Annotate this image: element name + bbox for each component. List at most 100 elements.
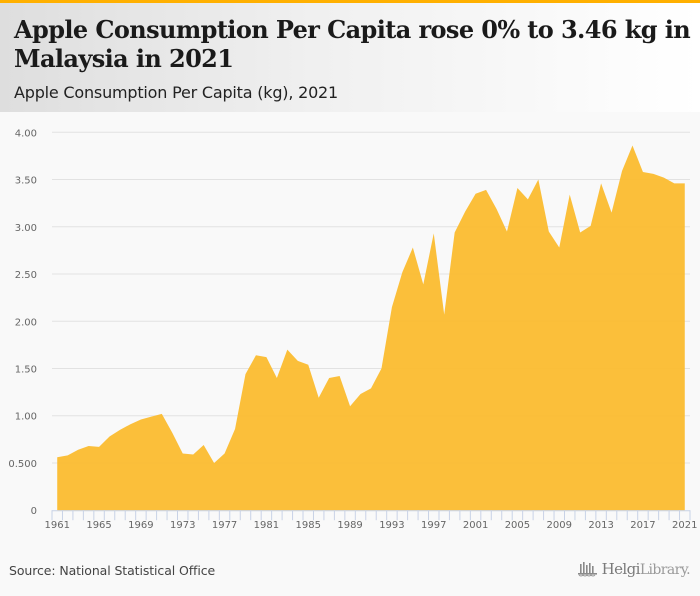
data-point-1993 [390,306,393,309]
data-point-1997 [432,232,435,235]
x-tick-label: 1981 [254,520,279,531]
y-axis-labels: 0 0.500 1.00 1.50 2.00 2.50 3.00 3.50 4.00 [8,128,37,517]
data-point-2010 [568,193,571,196]
data-point-1974 [192,453,195,456]
data-point-2003 [495,207,498,210]
data-point-1971 [160,412,163,415]
data-point-1992 [380,367,383,370]
data-point-1995 [411,246,414,249]
data-point-2002 [485,188,488,191]
data-point-1984 [296,359,299,362]
data-point-1982 [275,376,278,379]
y-tick-label: 3.00 [15,223,37,234]
data-point-2013 [600,182,603,185]
data-point-1986 [317,396,320,399]
x-tick-label: 2021 [672,520,697,531]
x-tick-label: 1969 [128,520,153,531]
data-point-1996 [422,283,425,286]
data-point-2014 [610,211,613,214]
data-point-2005 [516,187,519,190]
data-point-2004 [505,230,508,233]
data-point-1969 [139,418,142,421]
data-point-1967 [118,428,121,431]
data-point-1975 [202,444,205,447]
data-point-1990 [359,393,362,396]
y-tick-label: 0 [31,506,37,517]
data-point-1981 [265,356,268,359]
x-tick-label: 1977 [212,520,237,531]
y-tick-label: 2.50 [15,270,37,281]
logo-text: HelgiLibrary. [601,560,691,578]
x-tick-label: 2013 [588,520,613,531]
x-tick-label: 2005 [505,520,530,531]
y-tick-label: 4.00 [15,128,37,139]
logo-text-bold: Helgi [601,560,641,578]
data-point-1968 [129,423,132,426]
data-point-2021 [683,182,686,185]
helgi-library-logo[interactable]: HelgiLibrary. [577,560,691,578]
y-tick-label: 3.50 [15,176,37,187]
x-axis: 1961 1965 1969 1973 1977 1981 1985 1989 1993 1997… [45,510,697,531]
data-point-1980 [254,354,257,357]
data-point-1989 [349,405,352,408]
data-point-2008 [547,230,550,233]
data-point-2009 [558,246,561,249]
data-point-1977 [223,452,226,455]
data-point-2018 [652,172,655,175]
library-building-icon [577,562,597,577]
x-tick-label: 1965 [86,520,111,531]
accent-top-bar [0,0,700,3]
x-tick-label: 2017 [630,520,655,531]
data-point-1972 [171,431,174,434]
data-point-1979 [244,373,247,376]
data-point-1965 [98,445,101,448]
data-point-1970 [150,415,153,418]
data-point-1964 [87,444,90,447]
x-tick-label: 1985 [296,520,321,531]
data-point-2007 [537,178,540,181]
data-point-1991 [370,387,373,390]
data-point-1966 [108,435,111,438]
x-tick-label: 1989 [337,520,362,531]
chart-subtitle: Apple Consumption Per Capita (kg), 2021 [14,83,339,102]
x-tick-label: 1993 [379,520,404,531]
y-tick-label: 0.500 [8,459,37,470]
x-tick-label: 1997 [421,520,446,531]
data-point-2001 [474,192,477,195]
data-point-2017 [641,170,644,173]
data-point-1973 [181,452,184,455]
data-point-2019 [662,176,665,179]
data-point-2020 [673,182,676,185]
data-point-1998 [443,313,446,316]
data-point-2015 [621,170,624,173]
header: Apple Consumption Per Capita rose 0% to … [0,3,700,112]
series-area [57,145,685,511]
area-fill [57,145,685,511]
data-point-1978 [234,427,237,430]
data-point-2000 [464,210,467,213]
y-tick-label: 2.00 [15,317,37,328]
chart-title: Apple Consumption Per Capita rose 0% to … [14,15,691,73]
data-point-1961 [56,456,59,459]
data-point-2011 [579,231,582,234]
data-point-1994 [401,271,404,274]
y-tick-label: 1.00 [15,412,37,423]
data-point-1983 [286,348,289,351]
x-tick-label: 1961 [45,520,70,531]
data-point-2006 [526,198,529,201]
x-tick-label: 2009 [547,520,572,531]
data-point-1987 [328,376,331,379]
data-point-2012 [589,224,592,227]
data-point-1985 [307,363,310,366]
data-point-1999 [453,231,456,234]
y-tick-label: 1.50 [15,364,37,375]
x-tick-label: 2001 [463,520,488,531]
data-point-1976 [213,461,216,464]
source-note: Source: National Statistical Office [9,563,216,578]
data-point-1963 [77,448,80,451]
data-point-1988 [338,375,341,378]
x-tick-label: 1973 [170,520,195,531]
data-point-1962 [66,454,69,457]
logo-text-light: Library. [639,562,691,578]
